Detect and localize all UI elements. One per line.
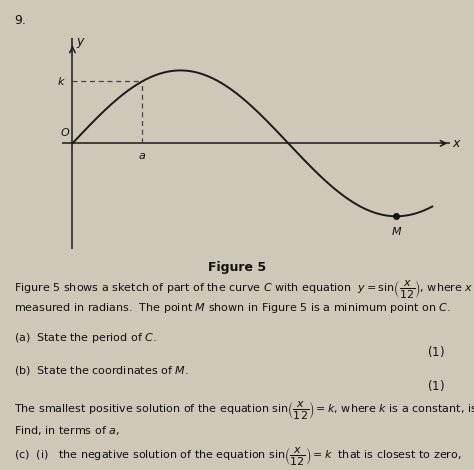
Text: 9.: 9.: [14, 14, 26, 27]
Text: $M$: $M$: [391, 225, 402, 237]
Text: $y$: $y$: [76, 36, 85, 50]
Text: $k$: $k$: [57, 75, 66, 87]
Text: measured in radians.  The point $M$ shown in Figure 5 is a minimum point on $C$.: measured in radians. The point $M$ shown…: [14, 301, 451, 315]
Text: The smallest positive solution of the equation $\sin\!\left(\dfrac{x}{12}\right): The smallest positive solution of the eq…: [14, 399, 474, 421]
Text: Find, in terms of $a$,: Find, in terms of $a$,: [14, 424, 120, 437]
Text: (c)  (i)   the negative solution of the equation $\sin\!\left(\dfrac{x}{12}\righ: (c) (i) the negative solution of the equ…: [14, 446, 462, 467]
Text: $\mathit{(1)}$: $\mathit{(1)}$: [427, 344, 444, 359]
Text: $a$: $a$: [138, 151, 146, 161]
Text: $O$: $O$: [60, 125, 70, 138]
Text: Figure 5 shows a sketch of part of the curve $C$ with equation  $y = \sin\!\left: Figure 5 shows a sketch of part of the c…: [14, 278, 474, 300]
Text: (b)  State the coordinates of $M$.: (b) State the coordinates of $M$.: [14, 364, 189, 377]
Text: (a)  State the period of $C$.: (a) State the period of $C$.: [14, 331, 157, 345]
Text: $x$: $x$: [453, 137, 462, 150]
Text: Figure 5: Figure 5: [208, 261, 266, 274]
Text: (ii)  the smallest positive solution of the equation $\cos\!\left(\dfrac{x}{12}\: (ii) the smallest positive solution of t…: [38, 468, 384, 470]
Text: $\mathit{(1)}$: $\mathit{(1)}$: [427, 377, 444, 392]
